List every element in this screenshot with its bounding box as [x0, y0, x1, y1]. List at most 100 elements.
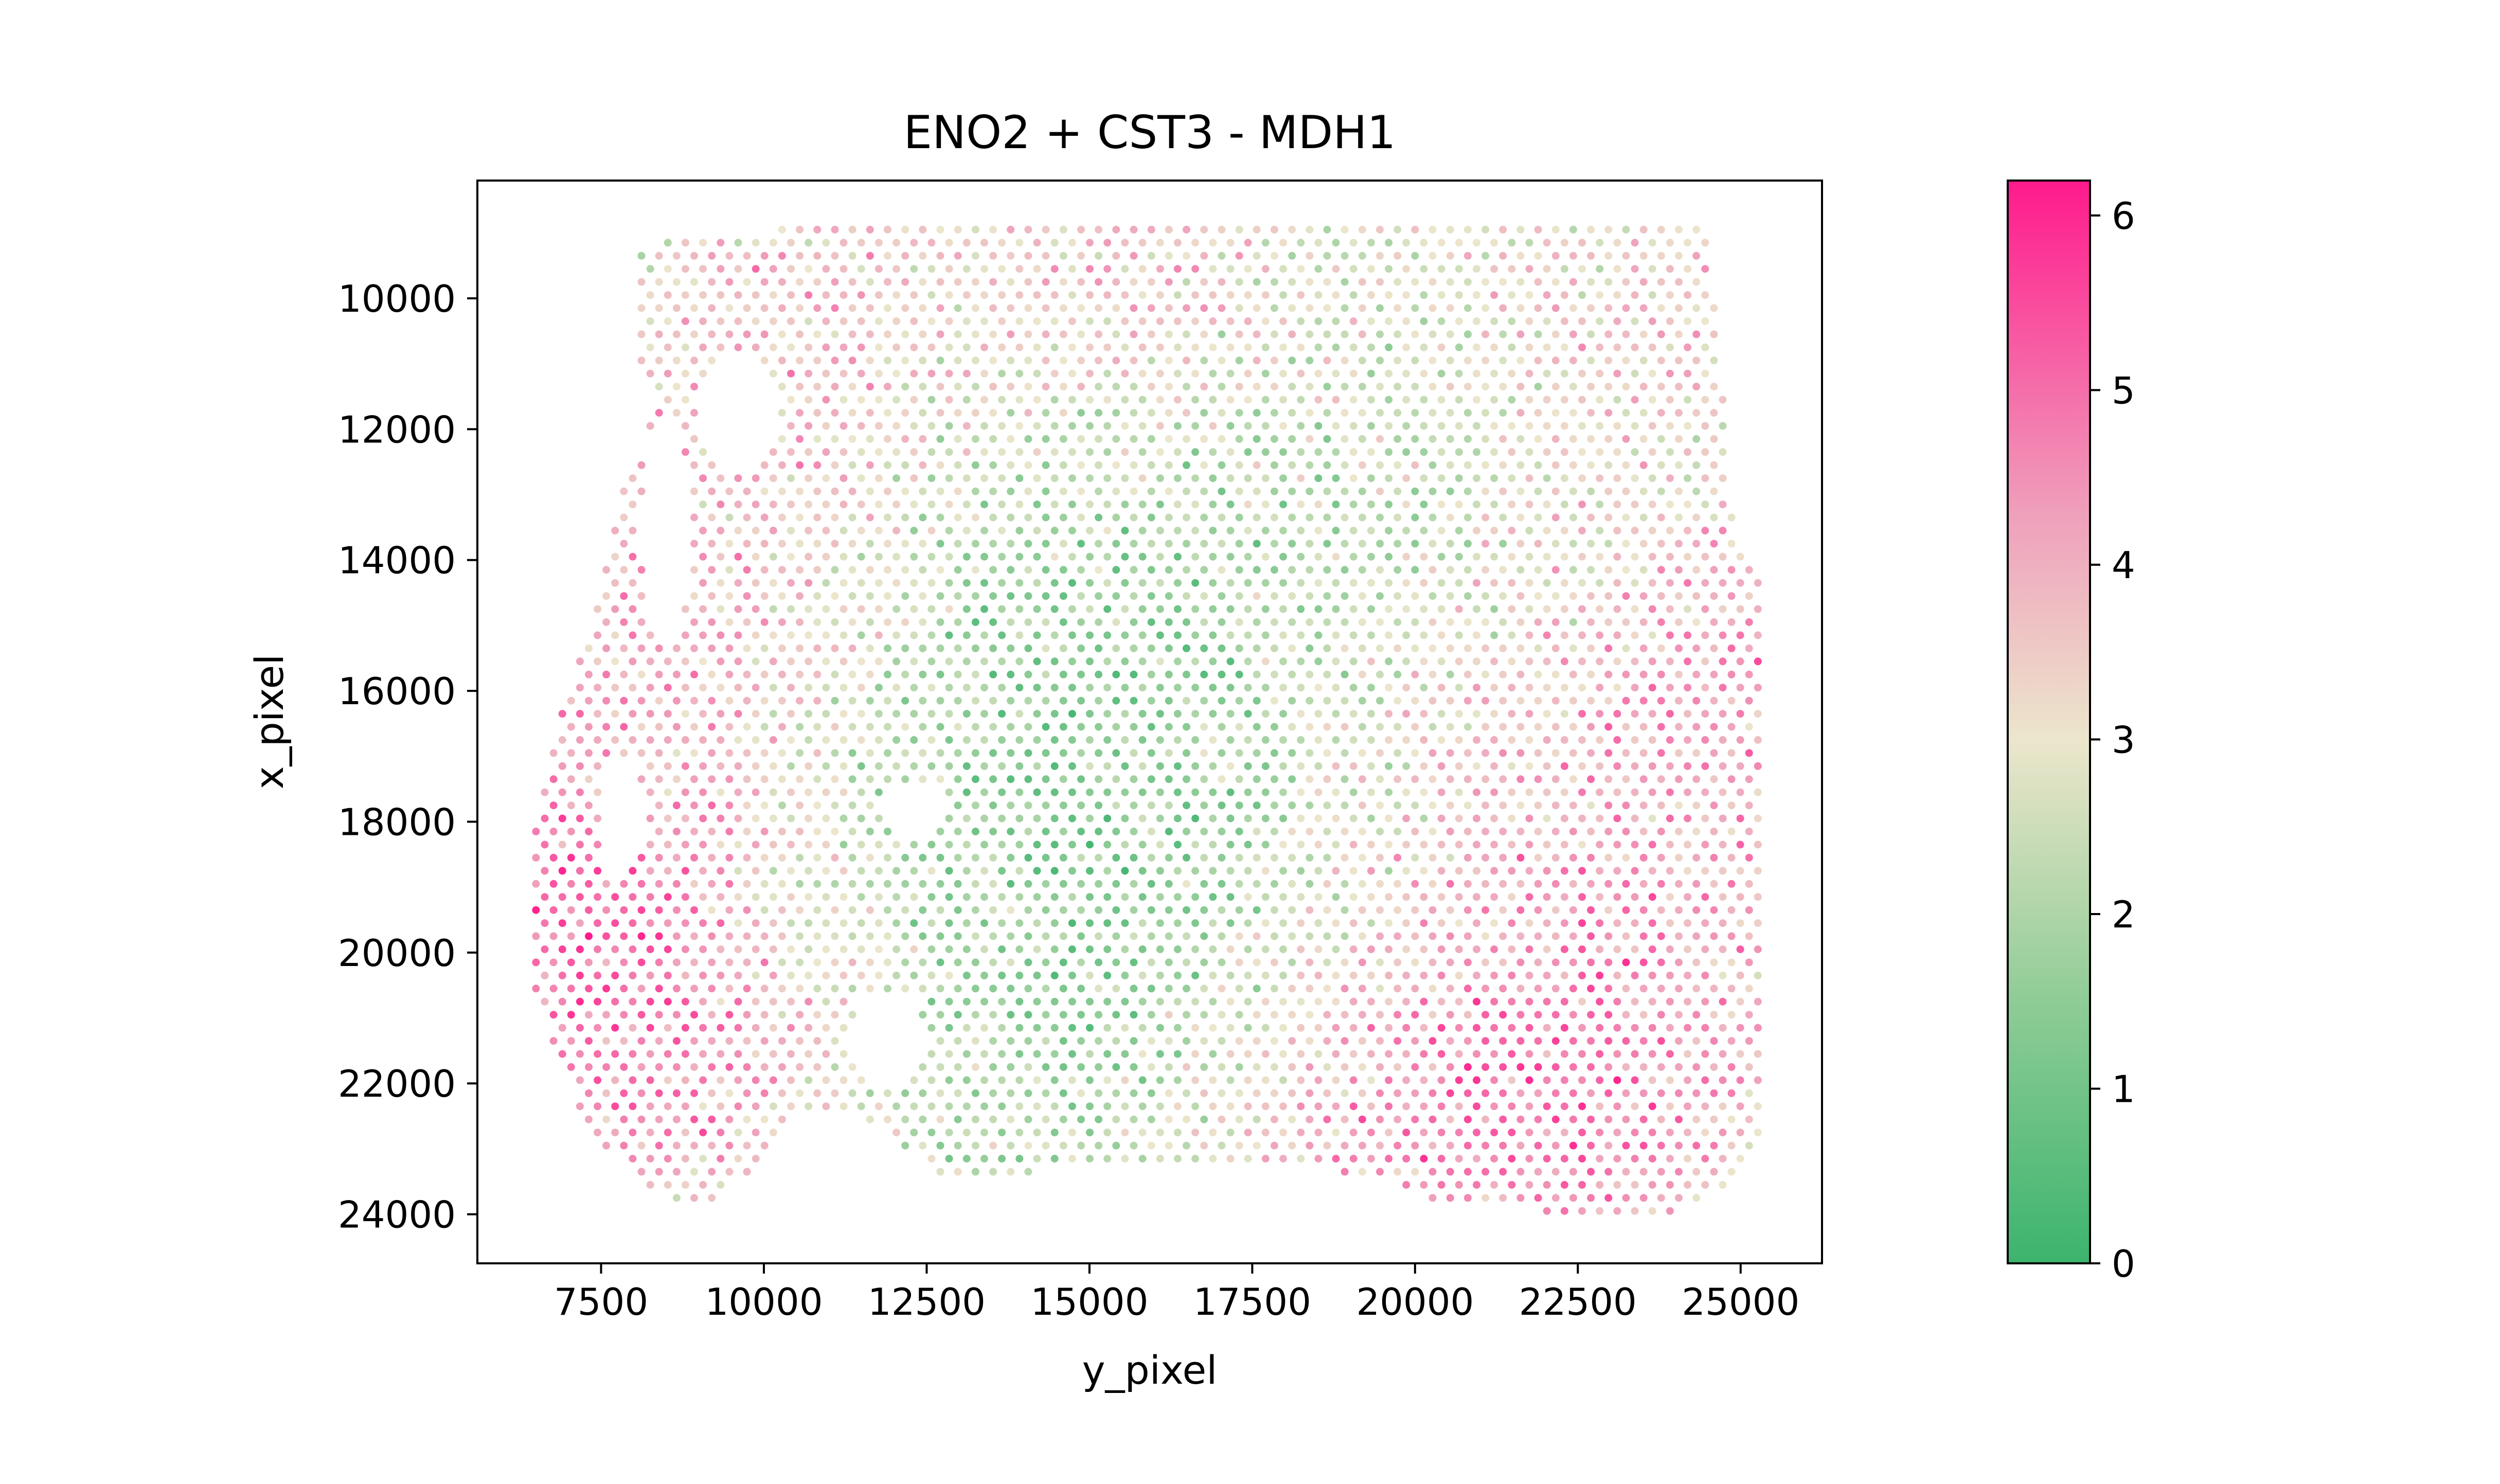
data-spot	[1086, 265, 1094, 273]
data-spot	[1490, 239, 1498, 247]
data-spot	[1385, 631, 1393, 639]
data-spot	[1270, 985, 1278, 993]
data-spot	[1666, 814, 1674, 823]
data-spot	[1719, 997, 1727, 1006]
data-spot	[1103, 291, 1112, 299]
data-spot	[962, 239, 971, 247]
data-spot	[1218, 853, 1226, 862]
data-spot	[1481, 592, 1490, 600]
data-spot	[1332, 239, 1340, 247]
data-spot	[769, 1129, 777, 1137]
data-spot	[1551, 592, 1560, 600]
data-spot	[1015, 422, 1024, 430]
data-spot	[1279, 684, 1287, 692]
data-spot	[1314, 1155, 1323, 1163]
data-spot	[611, 710, 619, 718]
data-spot	[1481, 696, 1490, 705]
data-spot	[1420, 710, 1428, 718]
data-spot	[1675, 801, 1683, 810]
data-spot	[1253, 1011, 1261, 1019]
data-spot	[1358, 540, 1366, 548]
data-spot	[1358, 828, 1366, 835]
data-spot	[1007, 1063, 1015, 1071]
data-spot	[805, 1076, 813, 1084]
data-spot	[1209, 1155, 1217, 1163]
data-spot	[1411, 1115, 1419, 1123]
data-spot	[637, 723, 646, 731]
data-spot	[734, 579, 742, 587]
data-spot	[1086, 893, 1094, 901]
data-spot	[585, 644, 593, 652]
data-spot	[1622, 644, 1630, 652]
data-spot	[1684, 1155, 1692, 1163]
data-spot	[822, 657, 830, 666]
data-spot	[769, 605, 777, 613]
data-spot	[1095, 696, 1103, 705]
data-spot	[1235, 409, 1243, 417]
data-spot	[927, 997, 936, 1006]
data-spot	[1437, 814, 1445, 823]
data-spot	[1525, 579, 1533, 587]
data-spot	[919, 723, 927, 731]
data-spot	[1297, 474, 1305, 482]
data-spot	[989, 1141, 997, 1150]
data-spot	[646, 631, 654, 639]
data-spot	[1551, 1089, 1560, 1097]
data-spot	[1165, 828, 1173, 835]
data-spot	[813, 749, 822, 757]
data-spot	[1648, 919, 1656, 927]
data-spot	[805, 265, 813, 273]
data-spot	[1130, 1063, 1138, 1071]
data-spot	[1596, 893, 1604, 901]
data-spot	[1420, 788, 1428, 796]
data-spot	[1666, 474, 1674, 482]
data-spot	[1684, 971, 1692, 979]
data-spot	[1463, 670, 1472, 678]
data-spot	[672, 1194, 681, 1202]
data-spot	[1059, 696, 1067, 705]
data-spot	[620, 723, 628, 731]
data-spot	[681, 291, 689, 299]
data-spot	[637, 906, 646, 914]
data-spot	[1068, 1129, 1076, 1137]
data-spot	[611, 684, 619, 692]
data-spot	[1138, 1102, 1147, 1111]
data-spot	[1173, 657, 1182, 666]
data-spot	[1121, 1024, 1129, 1032]
data-spot	[813, 435, 822, 443]
data-spot	[1560, 265, 1568, 273]
data-spot	[848, 540, 856, 548]
data-spot	[1156, 736, 1164, 744]
data-spot	[620, 487, 628, 495]
data-spot	[1147, 225, 1155, 234]
data-spot	[1288, 696, 1296, 705]
data-spot	[1173, 1050, 1182, 1058]
data-spot	[1420, 317, 1428, 325]
data-spot	[1024, 566, 1032, 574]
data-spot	[1569, 801, 1577, 810]
data-spot	[910, 396, 918, 404]
data-spot	[1578, 1102, 1586, 1111]
data-spot	[1551, 487, 1560, 495]
data-spot	[637, 1089, 646, 1097]
data-spot	[1244, 814, 1252, 823]
data-spot	[1745, 1037, 1753, 1045]
data-spot	[1015, 239, 1024, 247]
data-spot	[1516, 644, 1525, 652]
data-spot	[1095, 566, 1103, 574]
data-spot	[1279, 552, 1287, 561]
data-spot	[866, 409, 874, 417]
data-spot	[1033, 893, 1041, 901]
data-spot	[1191, 1024, 1200, 1032]
data-spot	[1147, 1063, 1155, 1071]
data-spot	[567, 1063, 575, 1071]
data-spot	[1490, 788, 1498, 796]
data-spot	[655, 252, 663, 260]
data-spot	[822, 710, 830, 718]
data-spot	[1314, 1076, 1323, 1084]
data-spot	[637, 1011, 646, 1019]
data-spot	[884, 461, 891, 469]
data-spot	[1323, 461, 1331, 469]
data-spot	[971, 1141, 979, 1150]
data-spot	[646, 997, 654, 1006]
